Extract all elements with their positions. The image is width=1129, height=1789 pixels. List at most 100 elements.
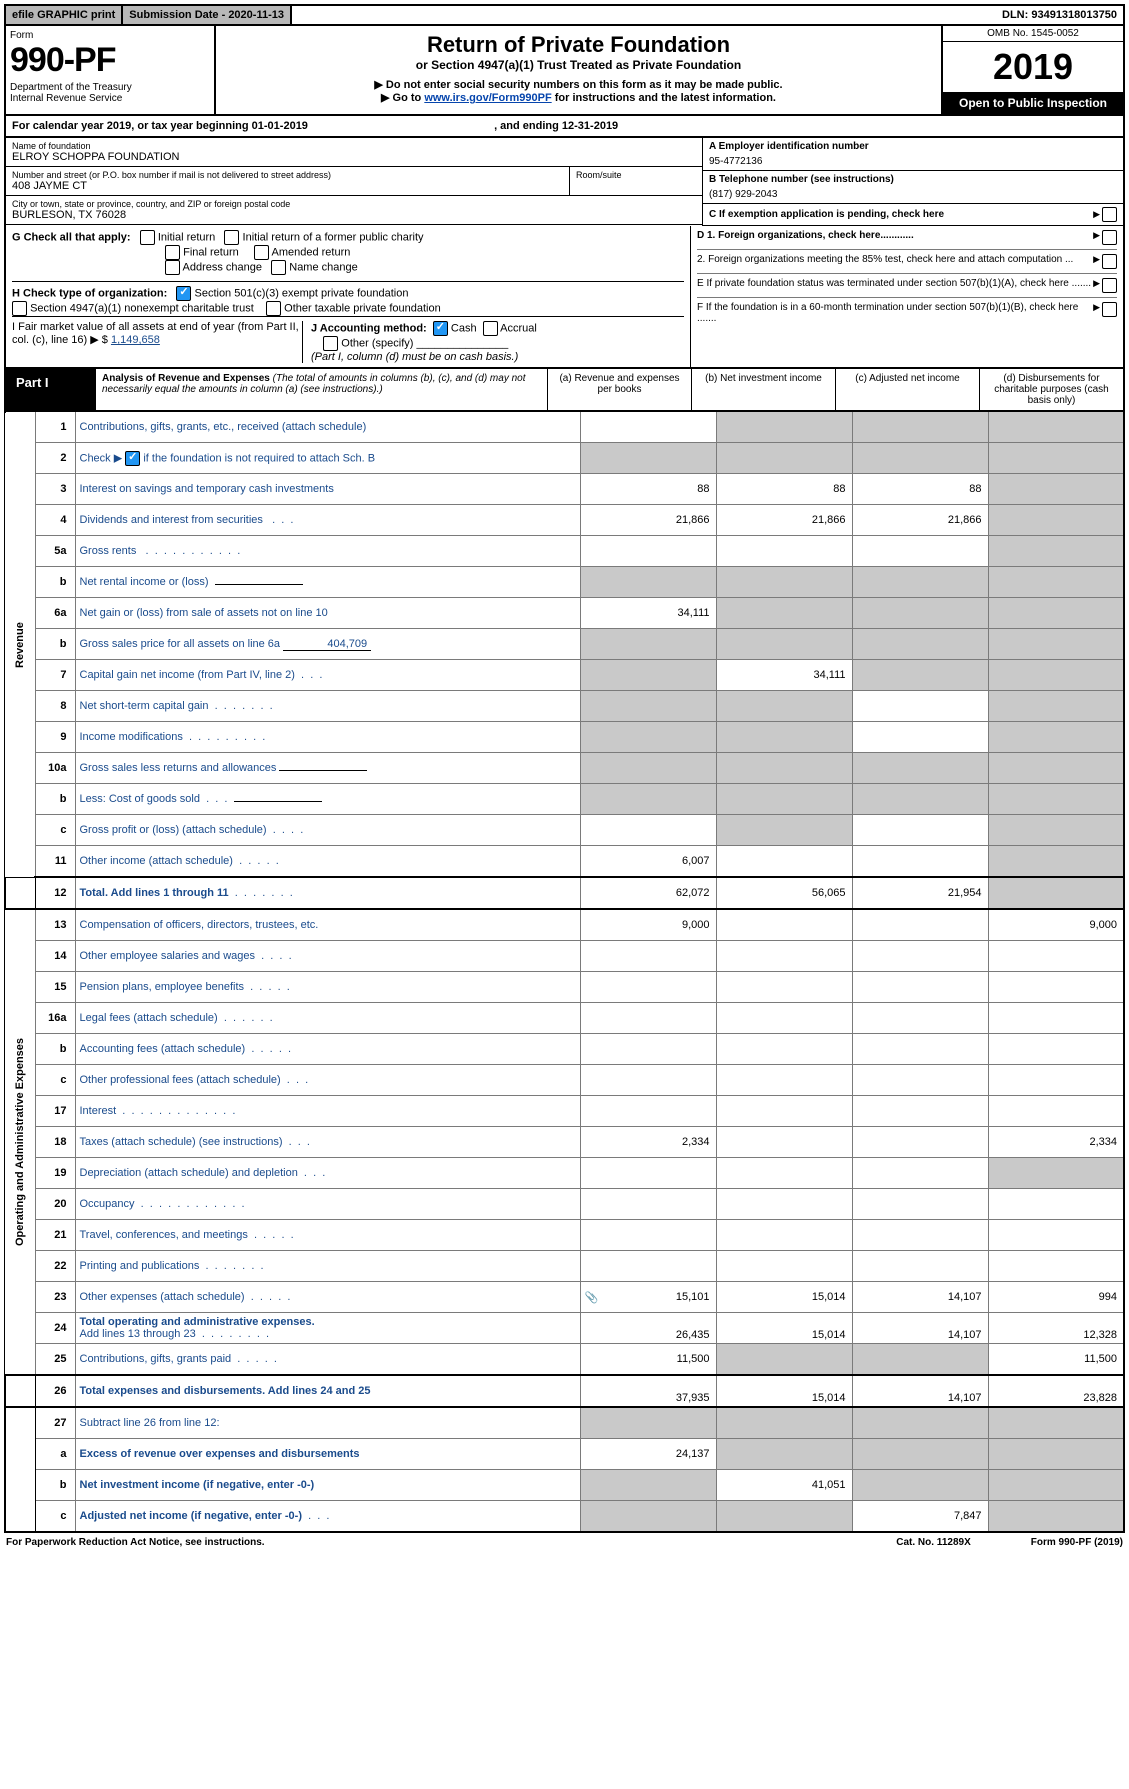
col-c: (c) Adjusted net income xyxy=(836,369,980,410)
desc-6b: Gross sales price for all assets on line… xyxy=(80,638,281,650)
chk-accrual[interactable] xyxy=(483,321,498,336)
desc-12: Total. Add lines 1 through 11 xyxy=(80,887,229,899)
part1-title: Analysis of Revenue and Expenses xyxy=(102,373,270,384)
row-10a: 10a Gross sales less returns and allowan… xyxy=(5,753,1124,784)
v-4b: 21,866 xyxy=(716,505,852,536)
v-23d: 994 xyxy=(988,1282,1124,1313)
desc-26: Total expenses and disbursements. Add li… xyxy=(80,1385,371,1397)
chk-initial[interactable] xyxy=(140,230,155,245)
ln-17: 17 xyxy=(35,1096,75,1127)
dln: DLN: 93491318013750 xyxy=(996,6,1123,24)
desc-9: Income modifications xyxy=(80,731,183,743)
year: 2019 xyxy=(943,42,1123,92)
desc-27: Subtract line 26 from line 12: xyxy=(75,1407,580,1439)
v-13a: 9,000 xyxy=(580,909,716,941)
desc-1: Contributions, gifts, grants, etc., rece… xyxy=(75,412,580,443)
form-number: 990-PF xyxy=(10,41,210,80)
desc-14: Other employee salaries and wages xyxy=(80,950,255,962)
ln-9: 9 xyxy=(35,722,75,753)
arrow-icon xyxy=(1093,254,1102,269)
chk-d1[interactable] xyxy=(1102,230,1117,245)
side-revenue: Revenue xyxy=(5,412,35,877)
ln-22: 22 xyxy=(35,1251,75,1282)
telephone: (817) 929-2043 xyxy=(709,185,1117,200)
row-12: 12 Total. Add lines 1 through 11 . . . .… xyxy=(5,877,1124,909)
warn2-post: for instructions and the latest informat… xyxy=(552,92,776,104)
section-g-h: G Check all that apply: Initial return I… xyxy=(4,226,1125,369)
tel-label: B Telephone number (see instructions) xyxy=(709,174,1117,185)
desc-8: Net short-term capital gain xyxy=(80,700,209,712)
row-11: 11 Other income (attach schedule) . . . … xyxy=(5,846,1124,878)
row-15: 15 Pension plans, employee benefits . . … xyxy=(5,972,1124,1003)
d1-label: D 1. Foreign organizations, check here..… xyxy=(697,230,914,241)
ln-14: 14 xyxy=(35,941,75,972)
desc-2a: Check ▶ xyxy=(80,452,123,464)
col-a: (a) Revenue and expenses per books xyxy=(548,369,692,410)
ln-16a: 16a xyxy=(35,1003,75,1034)
v-25d: 11,500 xyxy=(988,1344,1124,1376)
ln-15: 15 xyxy=(35,972,75,1003)
chk-initial-former[interactable] xyxy=(224,230,239,245)
row-23: 23 Other expenses (attach schedule) . . … xyxy=(5,1282,1124,1313)
row-10c: c Gross profit or (loss) (attach schedul… xyxy=(5,815,1124,846)
desc-10a: Gross sales less returns and allowances xyxy=(80,762,277,774)
v-26d: 23,828 xyxy=(988,1375,1124,1407)
chk-cash[interactable] xyxy=(433,321,448,336)
warn2-pre: ▶ Go to xyxy=(381,92,424,104)
v-24d: 12,328 xyxy=(988,1313,1124,1344)
ln-16b: b xyxy=(35,1034,75,1065)
chk-final[interactable] xyxy=(165,245,180,260)
row-21: 21 Travel, conferences, and meetings . .… xyxy=(5,1220,1124,1251)
inline-10b xyxy=(234,801,322,802)
e-label: E If private foundation status was termi… xyxy=(697,278,1093,293)
ln-23: 23 xyxy=(35,1282,75,1313)
lbl-accrual: Accrual xyxy=(500,322,537,334)
chk-addrchg[interactable] xyxy=(165,260,180,275)
title: Return of Private Foundation xyxy=(222,32,935,58)
ln-3: 3 xyxy=(35,474,75,505)
v-24c: 14,107 xyxy=(852,1313,988,1344)
v-13d: 9,000 xyxy=(988,909,1124,941)
chk-other-method[interactable] xyxy=(323,336,338,351)
chk-4947[interactable] xyxy=(12,301,27,316)
ln-1: 1 xyxy=(35,412,75,443)
chk-d2[interactable] xyxy=(1102,254,1117,269)
desc-10c: Gross profit or (loss) (attach schedule) xyxy=(80,824,267,836)
name-label: Name of foundation xyxy=(12,141,696,151)
warn2: ▶ Go to www.irs.gov/Form990PF for instru… xyxy=(222,91,935,104)
ln-27: 27 xyxy=(35,1407,75,1439)
foundation-name: ELROY SCHOPPA FOUNDATION xyxy=(12,151,696,163)
ln-6a: 6a xyxy=(35,598,75,629)
v-3c: 88 xyxy=(852,474,988,505)
chk-namechg[interactable] xyxy=(271,260,286,275)
chk-e[interactable] xyxy=(1102,278,1117,293)
ln-7: 7 xyxy=(35,660,75,691)
efile-print[interactable]: efile GRAPHIC print xyxy=(6,6,123,24)
ln-6b: b xyxy=(35,629,75,660)
ein: 95-4772136 xyxy=(709,152,1117,167)
ln-10c: c xyxy=(35,815,75,846)
row-27b: b Net investment income (if negative, en… xyxy=(5,1470,1124,1501)
fmv-link[interactable]: 1,149,658 xyxy=(111,334,160,346)
chk-other-tax[interactable] xyxy=(266,301,281,316)
topbar: efile GRAPHIC print Submission Date - 20… xyxy=(4,4,1125,26)
ein-label: A Employer identification number xyxy=(709,141,1117,152)
ln-12: 12 xyxy=(35,877,75,909)
ln-5b: b xyxy=(35,567,75,598)
chk-amended[interactable] xyxy=(254,245,269,260)
street-address: 408 JAYME CT xyxy=(12,180,563,192)
ln-27a: a xyxy=(35,1439,75,1470)
lbl-other-method: Other (specify) xyxy=(341,337,413,349)
c-checkbox[interactable] xyxy=(1102,207,1117,222)
chk-schb[interactable] xyxy=(125,451,140,466)
chk-f[interactable] xyxy=(1102,302,1117,317)
v-27c: 7,847 xyxy=(852,1501,988,1533)
irs-link[interactable]: www.irs.gov/Form990PF xyxy=(424,92,551,104)
g-label: G Check all that apply: xyxy=(12,231,131,243)
attach-icon[interactable]: 📎 xyxy=(585,1291,599,1304)
h-label: H Check type of organization: xyxy=(12,287,167,299)
chk-501c3[interactable] xyxy=(176,286,191,301)
desc-24b: Add lines 13 through 23 xyxy=(80,1328,196,1340)
desc-3: Interest on savings and temporary cash i… xyxy=(75,474,580,505)
lbl-initial: Initial return xyxy=(158,231,215,243)
